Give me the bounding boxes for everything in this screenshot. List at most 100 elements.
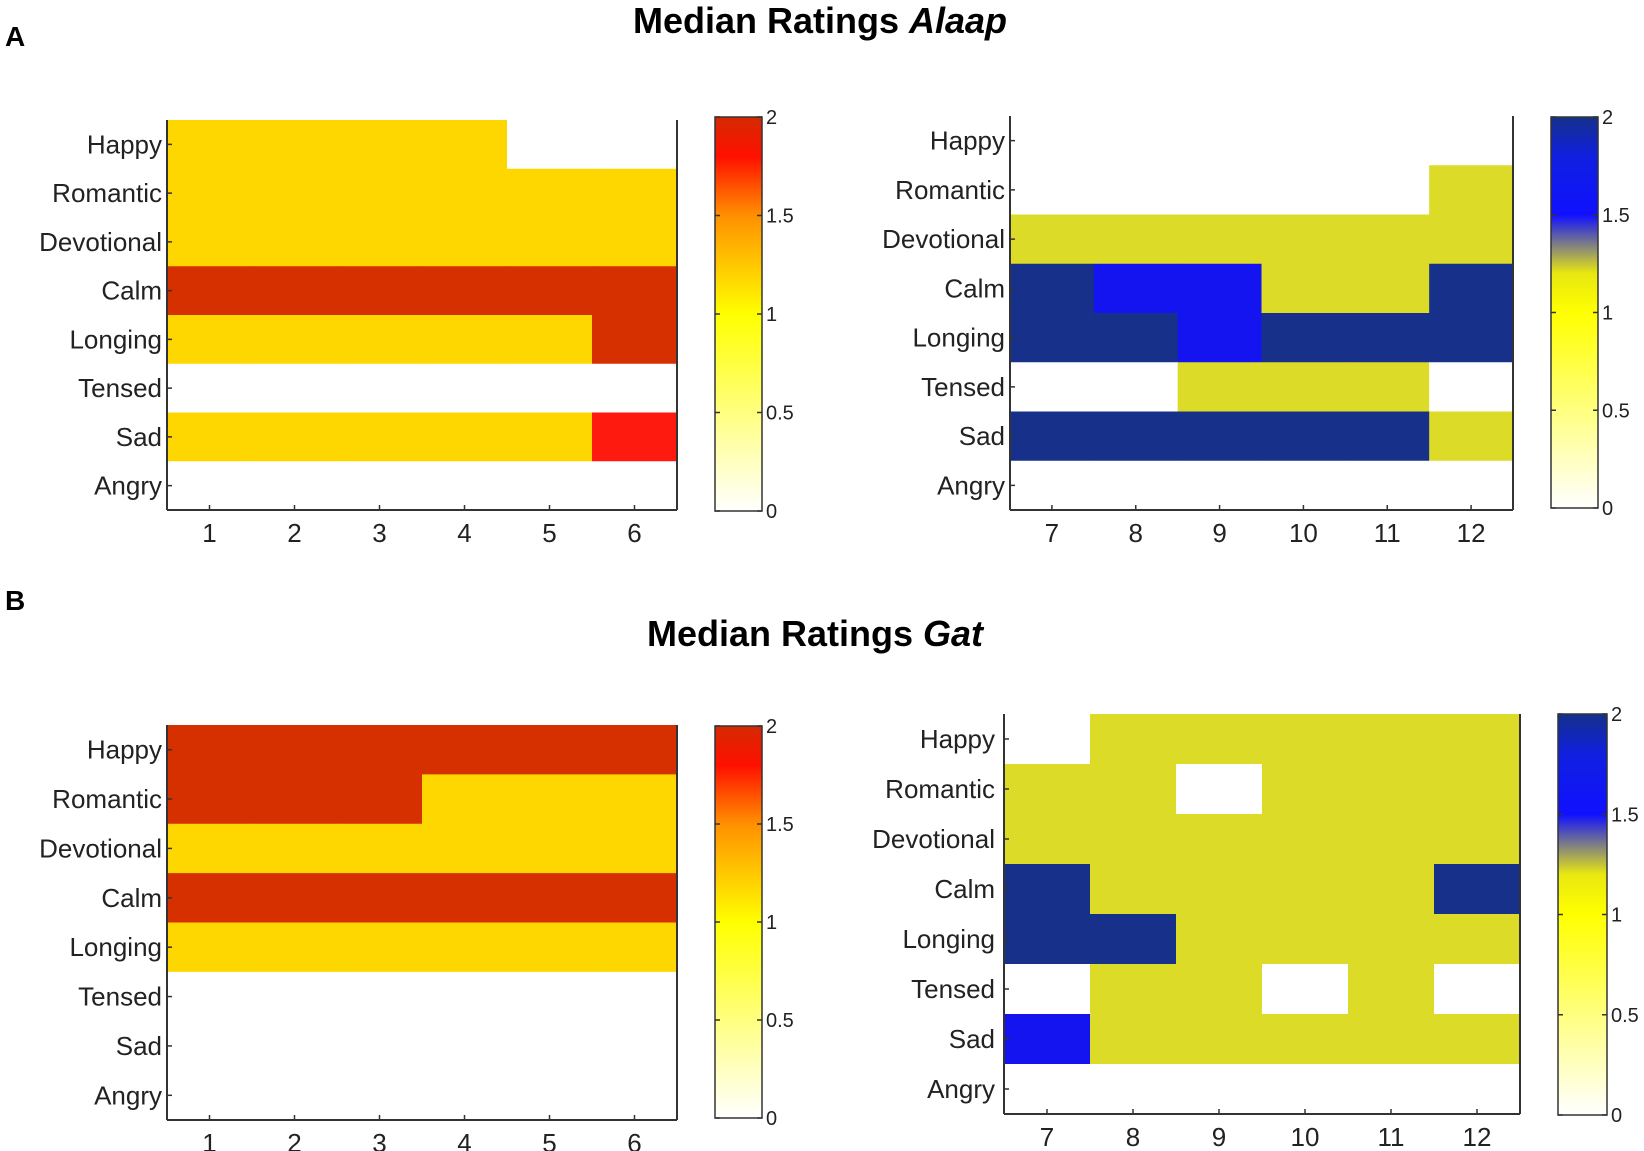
colorbar-tick-label: 1 <box>766 304 777 326</box>
heatmap-cell <box>1090 1014 1177 1065</box>
heatmap-cell <box>337 1021 423 1072</box>
y-tick-label: Tensed <box>921 372 1005 402</box>
heatmap-cell <box>1176 1014 1263 1065</box>
heatmap-cell <box>1345 362 1430 413</box>
heatmap-cell <box>1348 964 1435 1015</box>
y-tick-label: Longing <box>69 324 162 354</box>
heatmap-cell <box>1262 1064 1349 1115</box>
heatmap-cell <box>1262 864 1349 915</box>
heatmap-cell <box>252 266 338 316</box>
heatmap-cell <box>1262 764 1349 815</box>
heatmap-cell <box>1177 362 1263 413</box>
heatmap-layers: Happy Romantic Devotional Calm Longing Tensed… <box>39 107 1639 1151</box>
y-tick-label: Longing <box>69 932 162 962</box>
x-tick-label: 9 <box>1212 518 1226 548</box>
heatmap-cell <box>1004 914 1091 965</box>
heatmap-cell <box>1177 313 1263 363</box>
colorbar-tick-label: 0 <box>766 1108 777 1130</box>
heatmap-cell <box>422 1021 508 1072</box>
heatmap-cell <box>507 873 593 924</box>
heatmap-cell <box>1429 214 1514 265</box>
heatmap-cell <box>1429 313 1514 363</box>
heatmap-cell <box>422 823 508 874</box>
heatmap-cell <box>422 774 508 825</box>
heatmap-cell <box>422 461 508 511</box>
heatmap-cell <box>1262 914 1349 965</box>
y-tick-label: Tensed <box>78 373 162 403</box>
heatmap-cell <box>422 873 508 924</box>
y-tick-label: Devotional <box>882 224 1005 254</box>
heatmap-cell <box>1429 411 1514 462</box>
colorbar-tick-label: 0 <box>766 501 777 523</box>
heatmap-cell <box>1261 313 1346 363</box>
heatmap-cell <box>1004 1014 1091 1065</box>
y-tick-label: Happy <box>87 735 162 765</box>
heatmap-cell <box>1261 460 1346 511</box>
heatmap-cell <box>1434 914 1521 965</box>
heatmap-cell <box>1093 362 1179 413</box>
heatmap-cell <box>1176 764 1263 815</box>
heatmap-cell <box>1261 116 1346 166</box>
y-tick-label: Tensed <box>911 974 995 1004</box>
y-tick-label: Happy <box>930 126 1005 156</box>
colorbar <box>714 116 763 512</box>
heatmap-cell <box>1176 814 1263 865</box>
heatmap-cell <box>592 315 678 365</box>
heatmap-cell <box>507 725 593 775</box>
heatmap-cell <box>1177 165 1263 216</box>
heatmap-cell <box>1434 714 1521 765</box>
x-tick-label: 6 <box>627 1128 641 1151</box>
heatmap-cell <box>1345 411 1430 462</box>
heatmap-cell <box>252 725 338 775</box>
heatmap-cell <box>337 266 423 316</box>
heatmap-cell <box>592 168 678 219</box>
heatmap-cell <box>1348 914 1435 965</box>
heatmap-cell <box>1093 116 1179 166</box>
heatmap-cell <box>1434 764 1521 815</box>
heatmap-cell <box>1261 362 1346 413</box>
heatmap-cell <box>1348 814 1435 865</box>
x-tick-label: 10 <box>1291 1122 1320 1151</box>
heatmap-cell <box>507 266 593 316</box>
panel-letter-a: A <box>5 21 25 52</box>
heatmap-cell <box>1429 263 1514 314</box>
heatmap-cell <box>337 922 423 973</box>
heatmap-cell <box>1093 411 1179 462</box>
heatmap-cell <box>337 120 423 170</box>
heatmap-cell <box>507 412 593 462</box>
y-tick-label: Happy <box>87 129 162 159</box>
heatmap-cell <box>167 823 253 874</box>
y-tick-label: Sad <box>116 422 162 452</box>
heatmap-cell <box>1345 313 1430 363</box>
colorbar-tick-label: 2 <box>766 716 777 738</box>
y-tick-label: Romantic <box>52 178 162 208</box>
heatmap-cell <box>1434 964 1521 1015</box>
heatmap-cell <box>1093 313 1179 363</box>
colorbar-tick-label: 0.5 <box>1611 1005 1639 1027</box>
y-tick-label: Happy <box>920 724 995 754</box>
y-tick-label: Devotional <box>39 227 162 257</box>
heatmap-cell <box>337 168 423 219</box>
heatmap-cell <box>422 412 508 462</box>
heatmap-cell <box>1345 165 1430 216</box>
heatmap-cell <box>1004 764 1091 815</box>
heatmap-cell <box>1429 116 1514 166</box>
heatmap-cell <box>1261 263 1346 314</box>
heatmap-cell <box>252 1021 338 1072</box>
heatmap-cell <box>1010 460 1095 511</box>
heatmap-cell <box>252 873 338 924</box>
colorbar-tick-label: 1.5 <box>766 206 794 228</box>
x-tick-label: 2 <box>287 1128 301 1151</box>
colorbar-tick-label: 0.5 <box>766 1010 794 1032</box>
heatmap-alaap-right: Happy Romantic Devotional Calm Longing Tensed… <box>882 107 1630 548</box>
heatmap-cell <box>1093 165 1179 216</box>
x-tick-label: 2 <box>287 518 301 548</box>
x-tick-label: 4 <box>457 518 471 548</box>
heatmap-cell <box>1262 1014 1349 1065</box>
heatmap-cell <box>252 217 338 267</box>
heatmap-cell <box>592 971 678 1022</box>
panel-letter-b: B <box>5 585 25 616</box>
colorbar-tick-label: 1.5 <box>766 814 794 836</box>
colorbar-tick-label: 1.5 <box>1602 205 1630 227</box>
heatmap-cell <box>167 774 253 825</box>
